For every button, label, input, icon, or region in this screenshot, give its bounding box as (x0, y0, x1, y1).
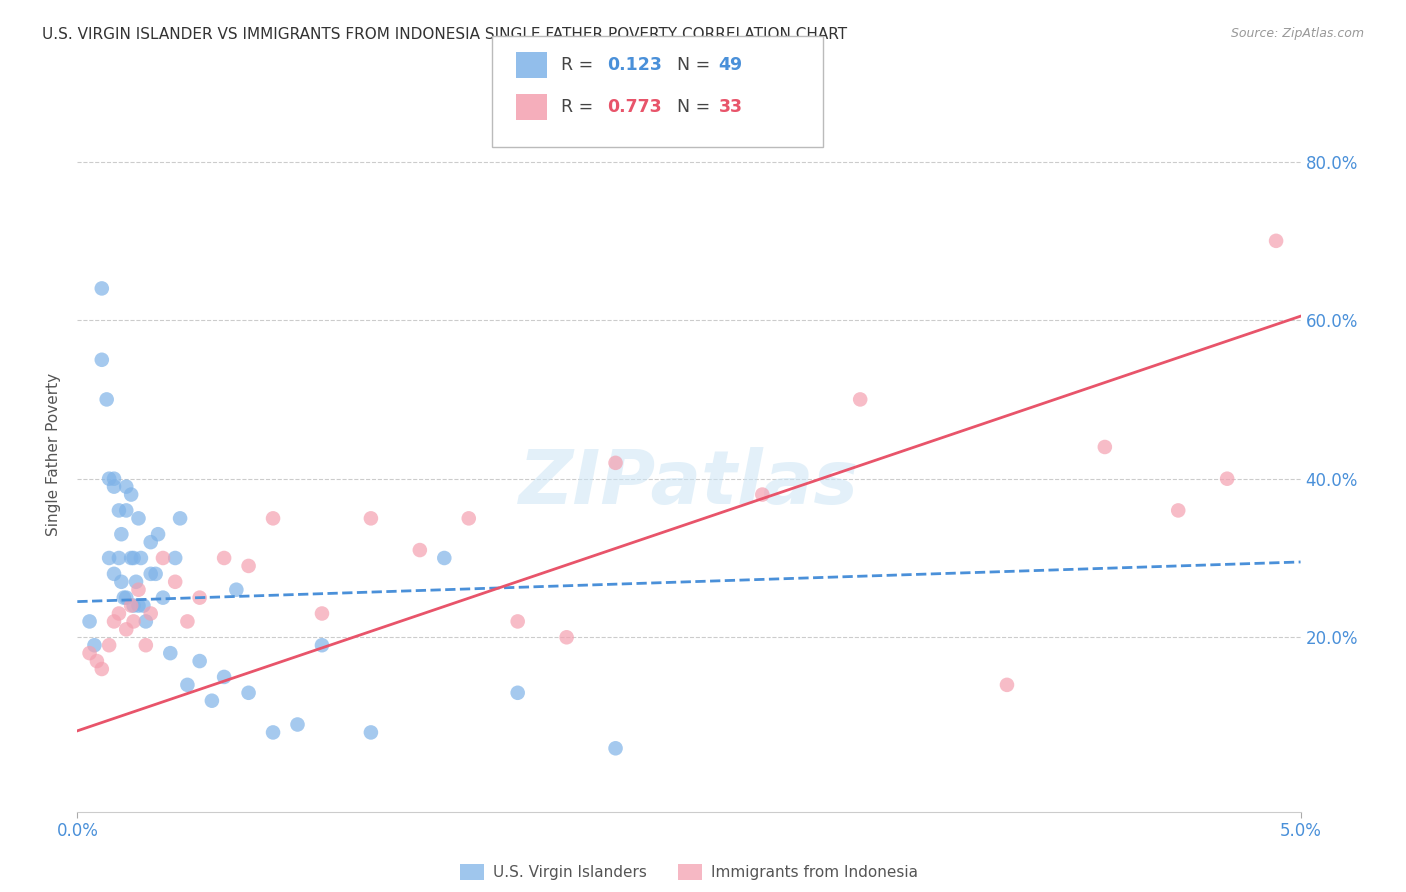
Y-axis label: Single Father Poverty: Single Father Poverty (46, 374, 62, 536)
Point (165, 551, 187, 566)
Point (83, 638, 105, 652)
Point (212, 670, 235, 684)
Point (98, 472, 121, 486)
Point (125, 574, 148, 589)
Text: Source: ZipAtlas.com: Source: ZipAtlas.com (1230, 27, 1364, 40)
Point (176, 615, 198, 629)
Point (128, 582, 150, 597)
Point (139, 566, 162, 581)
Point (120, 487, 142, 501)
Point (110, 527, 132, 541)
Text: 33: 33 (718, 98, 742, 116)
Point (360, 511, 382, 525)
Point (995, 678, 1018, 692)
Point (108, 503, 131, 517)
Point (108, 607, 131, 621)
Point (128, 599, 150, 613)
Point (96, 392, 118, 407)
Point (159, 646, 181, 660)
Point (1094, 440, 1116, 454)
Point (139, 607, 162, 621)
Point (605, 456, 627, 470)
Point (262, 511, 284, 525)
Point (506, 615, 529, 629)
Point (90, 662, 112, 676)
Text: R =: R = (561, 98, 599, 116)
Point (79, 615, 101, 629)
Point (132, 599, 155, 613)
Point (238, 686, 260, 700)
Point (169, 511, 191, 525)
Point (129, 551, 152, 566)
Point (225, 582, 247, 597)
Point (115, 503, 138, 517)
Text: U.S. VIRGIN ISLANDER VS IMMIGRANTS FROM INDONESIA SINGLE FATHER POVERTY CORRELAT: U.S. VIRGIN ISLANDER VS IMMIGRANTS FROM … (42, 27, 848, 42)
Point (457, 511, 479, 525)
Point (108, 551, 131, 566)
Point (605, 741, 627, 756)
Legend: U.S. Virgin Islanders, Immigrants from Indonesia: U.S. Virgin Islanders, Immigrants from I… (454, 858, 924, 886)
Point (287, 717, 309, 731)
Point (110, 574, 132, 589)
Point (311, 607, 333, 621)
Point (201, 694, 224, 708)
Point (98, 551, 121, 566)
Point (188, 591, 211, 605)
Point (152, 591, 174, 605)
Point (849, 392, 872, 407)
Text: N =: N = (666, 56, 716, 74)
Point (176, 678, 198, 692)
Point (120, 551, 142, 566)
Point (103, 566, 125, 581)
Point (103, 615, 125, 629)
Point (1216, 472, 1239, 486)
Text: N =: N = (666, 98, 716, 116)
Point (135, 615, 157, 629)
Point (152, 551, 174, 566)
Point (103, 480, 125, 494)
Point (90, 281, 112, 295)
Point (1265, 234, 1288, 248)
Point (311, 638, 333, 652)
Point (360, 725, 382, 739)
Point (103, 472, 125, 486)
Point (98, 638, 121, 652)
Point (506, 686, 529, 700)
Point (115, 623, 138, 637)
Point (122, 615, 145, 629)
Point (122, 551, 145, 566)
Point (90, 352, 112, 367)
Point (212, 551, 235, 566)
Text: 0.773: 0.773 (607, 98, 662, 116)
Point (145, 566, 167, 581)
Point (112, 591, 135, 605)
Text: 0.123: 0.123 (607, 56, 662, 74)
Point (146, 527, 169, 541)
Point (751, 487, 773, 501)
Point (238, 558, 260, 573)
Point (86, 654, 108, 668)
Point (122, 599, 145, 613)
Point (262, 725, 284, 739)
Point (120, 599, 142, 613)
Point (188, 654, 211, 668)
Point (115, 591, 138, 605)
Point (139, 535, 162, 549)
Point (409, 543, 432, 558)
Point (1167, 503, 1189, 517)
Point (79, 646, 101, 660)
Point (115, 480, 138, 494)
Text: R =: R = (561, 56, 599, 74)
Point (135, 638, 157, 652)
Point (433, 551, 456, 566)
Text: ZIPatlas: ZIPatlas (519, 447, 859, 520)
Point (128, 511, 150, 525)
Point (165, 574, 187, 589)
Point (555, 630, 578, 644)
Text: 49: 49 (718, 56, 742, 74)
